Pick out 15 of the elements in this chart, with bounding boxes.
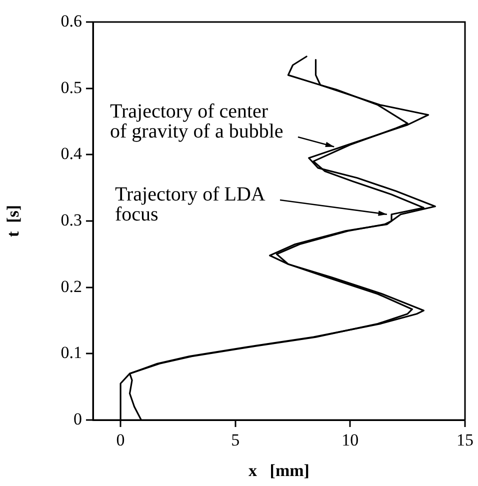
y-tick-label: 0.4 <box>60 144 82 164</box>
y-tick-label: 0.3 <box>60 210 82 230</box>
annotation: Trajectory of center of gravity of a bubble <box>110 100 284 142</box>
x-tick-label: 15 <box>456 430 474 450</box>
y-tick-label: 0.1 <box>60 343 82 362</box>
y-tick-label: 0.6 <box>60 11 82 30</box>
x-tick-label: 5 <box>231 430 240 450</box>
y-tick-label: 0.5 <box>60 78 82 97</box>
annotation: Trajectory of LDA focus <box>115 183 266 226</box>
y-tick-label: 0 <box>74 409 82 428</box>
y-tick-label: 0.2 <box>60 276 82 296</box>
y-axis-title: t [s] <box>4 204 23 238</box>
x-tick-label: 10 <box>342 430 359 450</box>
x-axis-title: x [mm] <box>248 461 310 480</box>
x-tick-label: 0 <box>116 430 125 450</box>
